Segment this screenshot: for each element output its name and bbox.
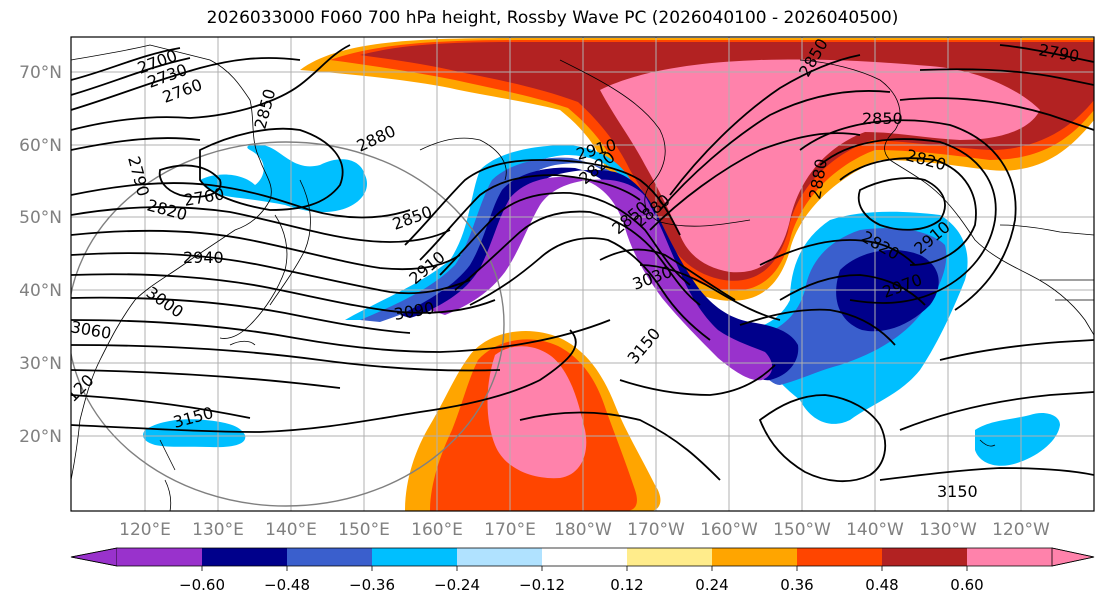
longitude-labels: 120°E 130°E 140°E 150°E 160°E 170°E 180°… bbox=[119, 520, 1050, 540]
lat-label: 50°N bbox=[19, 208, 62, 228]
colorbar-segment bbox=[372, 548, 457, 566]
negative-anomaly-philippine-sea bbox=[143, 419, 246, 448]
contour-label: 2850 bbox=[862, 109, 903, 128]
lon-label: 140°W bbox=[846, 520, 904, 540]
colorbar: −0.60 −0.48 −0.36 −0.24 −0.12 0.12 0.24 … bbox=[70, 547, 1095, 594]
positive-anomaly-north-core bbox=[600, 59, 1040, 273]
colorbar-segment bbox=[712, 548, 797, 566]
colorbar-segment bbox=[542, 548, 627, 566]
lon-label: 160°W bbox=[700, 520, 758, 540]
colorbar-ticks bbox=[201, 566, 968, 571]
map-panel: 2700 2730 2760 2850 2880 2910 2790 2820 … bbox=[71, 37, 1094, 511]
colorbar-tick-label: 0.60 bbox=[950, 576, 983, 594]
graticule bbox=[71, 37, 1094, 511]
colorbar-segment bbox=[457, 548, 542, 566]
positive-anomaly-south-core bbox=[487, 346, 587, 479]
lon-label: 140°E bbox=[265, 520, 317, 540]
colorbar-extend-low bbox=[70, 547, 118, 567]
lon-label: 130°E bbox=[192, 520, 244, 540]
lon-label: 150°W bbox=[773, 520, 831, 540]
colorbar-tick-label: 0.24 bbox=[695, 576, 728, 594]
lat-label: 40°N bbox=[19, 281, 62, 301]
lon-label: 170°W bbox=[627, 520, 685, 540]
colorbar-extend-high bbox=[1051, 547, 1095, 567]
lat-label: 60°N bbox=[19, 136, 62, 156]
lon-label: 130°W bbox=[919, 520, 977, 540]
lon-label: 170°E bbox=[484, 520, 536, 540]
contour-label: 2940 bbox=[183, 248, 224, 267]
colorbar-segment bbox=[287, 548, 372, 566]
colorbar-segment bbox=[797, 548, 882, 566]
map-frame bbox=[70, 36, 1095, 512]
negative-anomaly-japan bbox=[200, 144, 368, 213]
lon-label: 150°E bbox=[338, 520, 390, 540]
negative-anomaly-east-dark bbox=[836, 250, 939, 332]
lon-label: 160°E bbox=[411, 520, 463, 540]
colorbar-tick-label: 0.12 bbox=[610, 576, 643, 594]
colorbar-tick-label: −0.60 bbox=[179, 576, 225, 594]
colorbar-segment bbox=[882, 548, 967, 566]
negative-anomaly-core bbox=[430, 176, 773, 381]
colorbar-tick-label: 0.36 bbox=[780, 576, 813, 594]
anomaly-shading bbox=[143, 38, 1094, 511]
colorbar-segment bbox=[627, 548, 712, 566]
contour-label: 3150 bbox=[937, 482, 978, 501]
range-circle bbox=[71, 141, 505, 507]
lat-label: 70°N bbox=[19, 63, 62, 83]
colorbar-segment bbox=[117, 548, 202, 566]
colorbar-segment bbox=[967, 548, 1052, 566]
colorbar-outline bbox=[70, 547, 1095, 567]
lon-label: 120°W bbox=[992, 520, 1050, 540]
colorbar-segment bbox=[202, 548, 287, 566]
coastlines bbox=[71, 44, 1094, 511]
negative-anomaly-main-blue bbox=[360, 157, 947, 385]
lon-label: 120°E bbox=[119, 520, 171, 540]
lat-label: 30°N bbox=[19, 354, 62, 374]
latitude-labels: 70°N 60°N 50°N 40°N 30°N 20°N bbox=[19, 63, 62, 447]
colorbar-tick-label: −0.12 bbox=[519, 576, 565, 594]
negative-anomaly-hawaii bbox=[975, 413, 1060, 466]
lon-label: 180°W bbox=[554, 520, 612, 540]
colorbar-tick-label: −0.36 bbox=[349, 576, 395, 594]
colorbar-tick-label: −0.48 bbox=[264, 576, 310, 594]
colorbar-tick-label: 0.48 bbox=[865, 576, 898, 594]
colorbar-tick-label: −0.24 bbox=[434, 576, 480, 594]
map-title: 2026033000 F060 700 hPa height, Rossby W… bbox=[206, 8, 899, 28]
lat-label: 20°N bbox=[19, 427, 62, 447]
height-contours bbox=[71, 44, 1094, 483]
